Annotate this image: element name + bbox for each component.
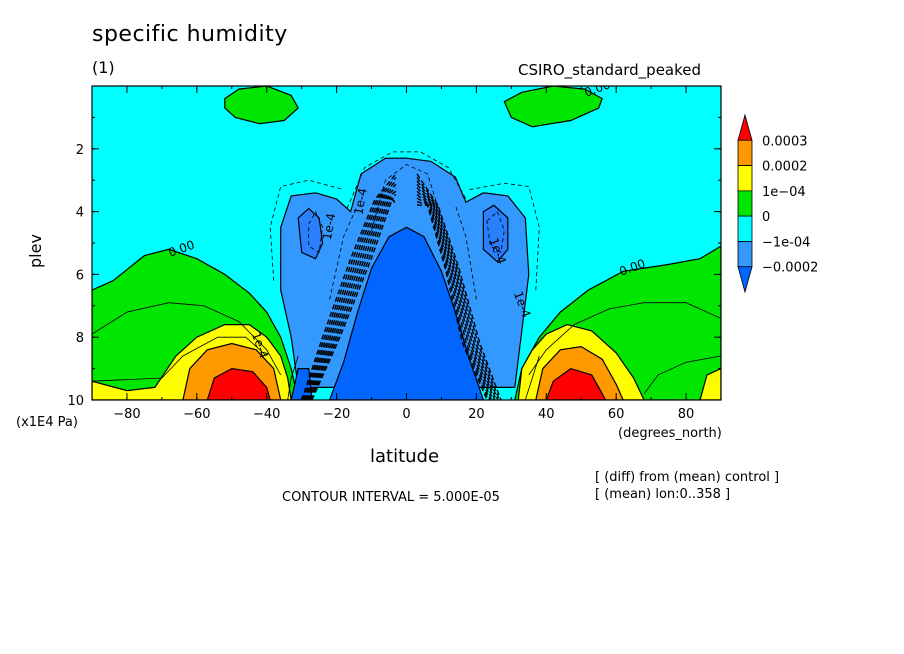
x-tick-label-2: −40 — [253, 407, 280, 422]
solid-contour-5 — [643, 355, 721, 394]
contour-region-6 — [699, 367, 721, 400]
solid-contour-4 — [524, 355, 540, 400]
solid-contour-3 — [287, 355, 299, 400]
contour-region-2 — [224, 86, 299, 125]
dense-contour-right-4 — [416, 187, 496, 400]
dense-contour-left-4 — [305, 187, 397, 400]
x-axis-units: (degrees_north) — [618, 426, 722, 441]
dense-contour-right-7 — [416, 197, 491, 400]
contour-region-9 — [206, 367, 271, 400]
dashed-contour-4 — [346, 151, 467, 209]
x-tick-label-1: −60 — [183, 407, 210, 422]
dashed-contour-5 — [371, 164, 442, 231]
colorbar-label-3: 0 — [762, 210, 770, 225]
colorbar-segment-4 — [737, 215, 753, 242]
dashed-contour-7 — [455, 205, 477, 300]
model-label: CSIRO_standard_peaked — [518, 61, 702, 79]
dense-contour-left-9 — [311, 197, 397, 400]
colorbar-segment-3 — [737, 190, 753, 217]
chart-subtitle: (1) — [92, 58, 115, 77]
x-axis-label: latitude — [370, 446, 440, 467]
colorbar-segment-1 — [737, 139, 753, 166]
dense-contour-right-6 — [416, 194, 493, 400]
y-axis-units: (x1E4 Pa) — [16, 415, 78, 430]
dense-contour-right-1 — [416, 176, 500, 400]
dense-contour-right-9 — [416, 204, 488, 400]
y-tick-label-0: 2 — [76, 143, 84, 158]
colorbar-segment-0 — [737, 113, 753, 141]
x-tick-label-8: 80 — [678, 407, 695, 422]
solid-contour-0 — [92, 302, 282, 376]
contour-interval-text: CONTOUR INTERVAL = 5.000E-05 — [282, 490, 500, 505]
contour-region-10 — [545, 367, 607, 400]
dense-contour-right-5 — [416, 190, 494, 400]
dashed-contour-6 — [329, 205, 358, 300]
chart-title: specific humidity — [92, 22, 288, 47]
dashed-contour-3 — [486, 210, 505, 254]
y-tick-label-2: 6 — [76, 268, 84, 283]
colorbar-segment-6 — [737, 266, 753, 294]
colorbar-segment-2 — [737, 165, 753, 192]
dense-contour-left-5 — [306, 190, 397, 400]
dense-contour-left-2 — [303, 180, 397, 400]
dashed-contour-0 — [269, 179, 344, 281]
y-tick-label-4: 10 — [67, 394, 84, 409]
solid-contour-2 — [92, 336, 267, 382]
x-tick-label-3: −20 — [323, 407, 350, 422]
x-tick-label-5: 20 — [468, 407, 485, 422]
colorbar-segment-5 — [737, 241, 753, 268]
y-tick-label-1: 4 — [76, 206, 84, 221]
dense-contour-left-0 — [301, 173, 397, 400]
dense-contour-left-3 — [304, 183, 397, 400]
dashed-contour-2 — [308, 210, 324, 254]
x-tick-label-6: 40 — [538, 407, 555, 422]
x-tick-label-0: −80 — [113, 407, 140, 422]
colorbar-label-4: −1e-04 — [762, 235, 810, 250]
dense-contour-right-3 — [416, 183, 497, 400]
dense-contour-right-0 — [416, 173, 502, 400]
x-tick-label-4: 0 — [402, 407, 410, 422]
y-tick-label-3: 8 — [76, 331, 84, 346]
solid-contour-1 — [528, 302, 721, 376]
diff-note: [ (diff) from (mean) control ] — [595, 470, 780, 485]
mean-note: [ (mean) lon:0..358 ] — [595, 487, 731, 502]
dashed-contour-1 — [469, 182, 540, 291]
colorbar-label-0: 0.0003 — [762, 134, 808, 149]
contour-region-12 — [297, 207, 324, 260]
colorbar-label-1: 0.0002 — [762, 160, 808, 175]
dense-contour-right-8 — [416, 200, 490, 400]
dense-contour-left-6 — [307, 193, 397, 400]
x-tick-label-7: 60 — [608, 407, 625, 422]
contour-label-4: 1e-4 — [320, 212, 338, 241]
colorbar-label-2: 1e−04 — [762, 185, 806, 200]
colorbar-label-5: −0.0002 — [762, 261, 818, 276]
dense-contour-left-1 — [302, 176, 397, 400]
contour-label-7: 1e-4 — [351, 187, 369, 216]
contour-region-3 — [503, 86, 603, 128]
dense-contour-right-2 — [416, 180, 499, 400]
